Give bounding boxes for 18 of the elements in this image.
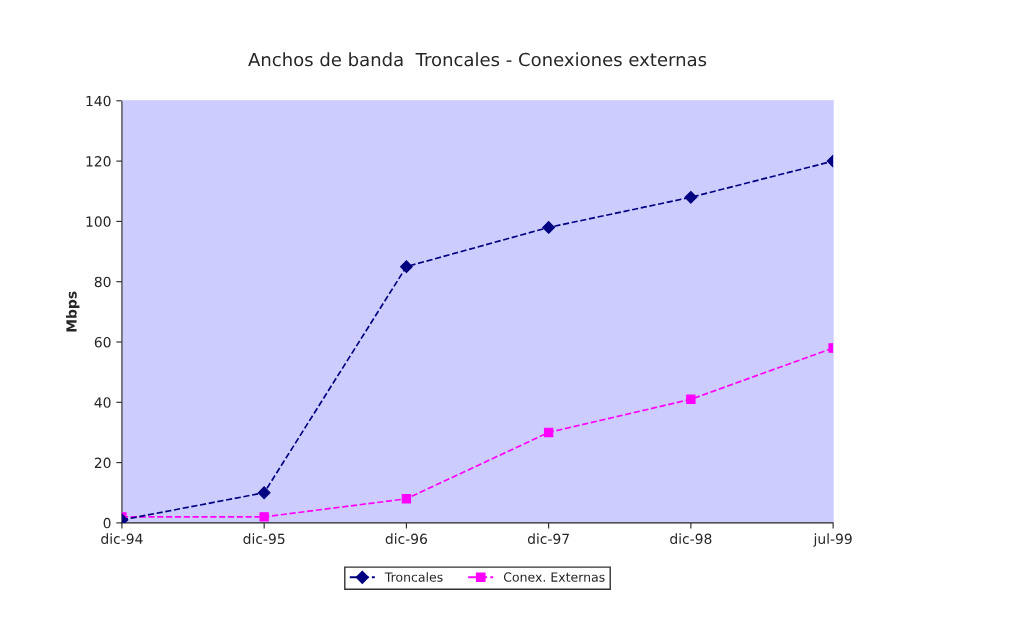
x-tick-label: dic-97	[527, 533, 569, 545]
y-tick-label: 60	[94, 336, 111, 348]
y-axis-title: Mbps	[66, 291, 80, 332]
y-tick-label: 20	[94, 457, 111, 469]
y-tick-label: 100	[86, 216, 111, 227]
x-tick-label: jul-99	[813, 533, 852, 547]
x-tick-label: dic-96	[385, 533, 428, 545]
chart-title: Anchos de banda Troncales - Conexiones externas	[248, 52, 707, 67]
y-tick-label: 0	[103, 517, 111, 529]
y-tick-label: 40	[94, 397, 111, 408]
x-tick-label: dic-98	[670, 533, 712, 545]
x-tick-label: dic-94	[101, 533, 143, 545]
y-tick-label: 140	[86, 95, 111, 107]
y-tick-label: 80	[94, 276, 111, 288]
y-tick-label: 120	[86, 156, 111, 167]
x-tick-label: dic-95	[243, 533, 285, 545]
legend-label: Conex. Externas	[503, 572, 605, 582]
legend-label: Troncales	[384, 572, 443, 582]
